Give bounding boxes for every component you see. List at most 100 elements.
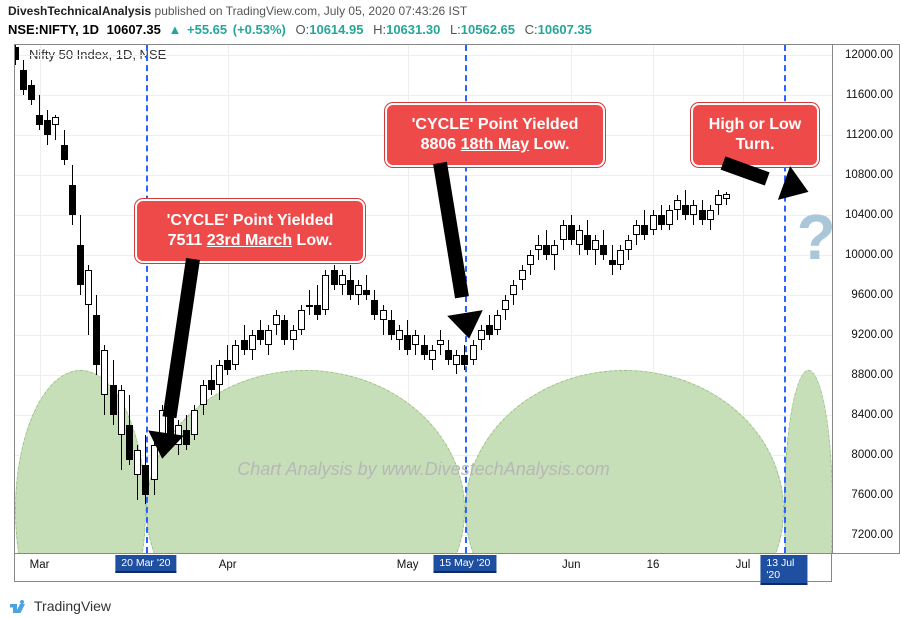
candle	[208, 365, 215, 395]
candle	[666, 205, 673, 230]
candle	[682, 190, 689, 220]
candle	[568, 215, 575, 245]
tv-logo-text: TradingView	[34, 598, 111, 614]
watermark-text: Chart Analysis by www.DivestechAnalysis.…	[237, 459, 609, 480]
candle	[600, 230, 607, 260]
question-mark-icon: ?	[797, 200, 832, 274]
candle	[388, 310, 395, 340]
y-tick-label: 12000.00	[845, 49, 893, 61]
candle	[265, 325, 272, 355]
candle	[560, 220, 567, 250]
candle	[355, 280, 362, 305]
candle	[543, 230, 550, 260]
candle	[28, 80, 35, 105]
candle	[625, 235, 632, 260]
candle	[118, 385, 125, 470]
y-tick-label: 9200.00	[851, 329, 893, 341]
y-tick-label: 11200.00	[846, 129, 893, 141]
candle	[551, 240, 558, 270]
candle	[412, 330, 419, 355]
candle	[421, 335, 428, 360]
x-tick-label: Jul	[736, 559, 751, 571]
candle	[126, 395, 133, 465]
candle	[617, 245, 624, 270]
ohlc-l: 10562.65	[461, 22, 515, 37]
candle	[93, 295, 100, 375]
symbol: NSE:NIFTY, 1D	[8, 22, 99, 37]
author-name: DiveshTechnicalAnalysis	[8, 4, 151, 18]
candle	[650, 210, 657, 235]
callout-box: High or LowTurn.	[691, 103, 819, 167]
arrow	[433, 162, 469, 298]
y-axis: 7200.00 7600.00 8000.00 8400.00 8800.00 9200.…	[832, 44, 900, 554]
candle	[535, 235, 542, 260]
candle	[101, 345, 108, 415]
candle	[85, 265, 92, 335]
candle	[216, 360, 223, 400]
candle	[519, 265, 526, 290]
candle	[20, 60, 27, 95]
last-price: 10607.35	[107, 22, 161, 37]
x-tick-label: Apr	[219, 559, 237, 571]
candle	[461, 345, 468, 370]
up-arrow-icon: ▲	[169, 22, 182, 37]
cycle-date-marker: 20 Mar '20	[115, 555, 176, 573]
chart-root: DiveshTechnicalAnalysis published on Tra…	[0, 0, 900, 618]
cycle-date-marker: 15 May '20	[433, 555, 496, 573]
y-tick-label: 9600.00	[851, 289, 893, 301]
ohlc: O:10614.95 H:10631.30 L:10562.65 C:10607…	[290, 22, 592, 37]
candle	[445, 340, 452, 365]
candle	[494, 310, 501, 335]
candle	[331, 265, 338, 290]
candle	[470, 340, 477, 365]
candle	[584, 220, 591, 255]
candle	[404, 320, 411, 355]
candle	[690, 200, 697, 225]
candle	[396, 325, 403, 350]
arrow-head	[145, 430, 184, 461]
change-abs: +55.65	[187, 22, 227, 37]
candle	[453, 350, 460, 374]
y-tick-label: 7200.00	[851, 529, 893, 541]
x-tick-label: Jun	[562, 559, 581, 571]
candle	[592, 235, 599, 265]
change-pct: (+0.53%)	[233, 22, 286, 37]
ohlc-c: 10607.35	[538, 22, 592, 37]
y-tick-label: 7600.00	[851, 489, 893, 501]
candle	[347, 265, 354, 300]
candle	[502, 295, 509, 320]
y-tick-label: 8400.00	[851, 409, 893, 421]
candle	[273, 310, 280, 335]
ohlc-o: 10614.95	[309, 22, 363, 37]
candle	[69, 165, 76, 225]
candle	[61, 130, 68, 165]
ohlc-h: 10631.30	[386, 22, 440, 37]
x-axis: MarAprMayJun16Jul20 Mar '2015 May '2013 …	[14, 554, 832, 582]
y-tick-label: 8000.00	[851, 449, 893, 461]
tradingview-logo[interactable]: TradingView	[10, 598, 111, 614]
publish-text: published on TradingView.com, July 05, 2…	[151, 4, 467, 18]
candle	[224, 345, 231, 375]
y-tick-label: 8800.00	[851, 369, 893, 381]
candle	[510, 280, 517, 305]
y-tick-label: 10400.00	[845, 209, 893, 221]
candle	[44, 110, 51, 145]
candle	[715, 190, 722, 215]
publish-meta: DiveshTechnicalAnalysis published on Tra…	[8, 4, 467, 18]
x-tick-label: Mar	[30, 559, 50, 571]
candle	[707, 205, 714, 230]
candle	[609, 245, 616, 275]
candle	[249, 330, 256, 360]
y-tick-label: 11600.00	[846, 89, 893, 101]
candle	[200, 380, 207, 415]
candle	[241, 325, 248, 355]
cycle-date-marker: 13 Jul '20	[760, 555, 807, 585]
price-plot[interactable]: Nifty 50 Index, 1D, NSE Chart Analysis b…	[14, 44, 832, 554]
candle	[36, 95, 43, 130]
candle	[298, 305, 305, 335]
candle	[290, 325, 297, 350]
candle	[363, 275, 370, 300]
candle	[232, 340, 239, 370]
candle	[437, 330, 444, 355]
candle	[14, 45, 19, 65]
